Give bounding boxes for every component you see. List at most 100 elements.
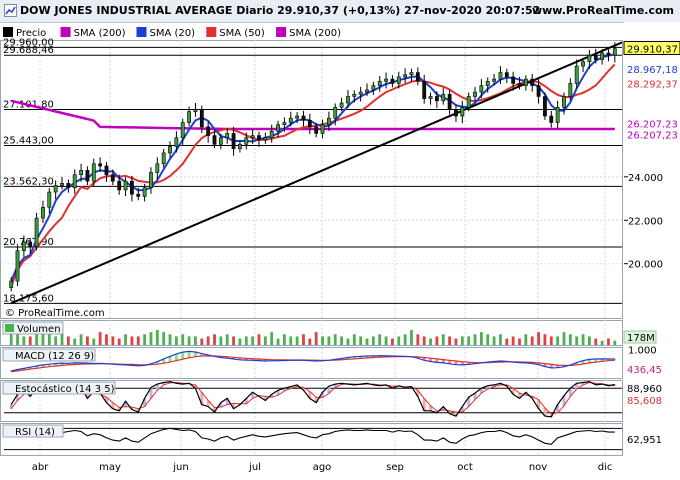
candle-body [543,96,547,117]
volume-bar [9,334,13,345]
candle-body [358,91,363,95]
volume-bar [422,336,426,345]
candle-body [606,52,611,56]
candle-body [530,78,535,86]
macd-tick-label: 1.000 [628,346,657,357]
candle-body [130,180,134,195]
value-axis-strip [624,22,680,480]
rsi-title: RSI (14) [15,427,55,438]
candle-body [263,137,268,141]
copyright-text: © ProRealTime.com [5,308,105,319]
horizontal-level-label: 29.688,46 [3,45,54,56]
legend-label: SMA (200) [289,28,341,39]
volume-bar [238,338,242,345]
horizontal-level-label: 23.562,30 [3,176,54,187]
legend-label: Precio [16,28,46,39]
volume-bar [187,336,191,345]
x-tick-label: abr [32,462,49,473]
candle-body [250,135,255,139]
volume-bar [219,336,223,345]
candle-body [333,107,338,119]
legend-swatch [60,27,71,37]
candle-body [53,185,58,193]
volume-bar [54,336,58,345]
candle-body [549,115,554,123]
horizontal-level-label: 29.960,00 [3,37,54,48]
candle-body [123,180,128,191]
volume-bar [105,334,108,345]
candle-body [187,111,191,123]
site-url[interactable]: www.ProRealTime.com [531,4,674,17]
volume-bar [295,336,299,345]
candle-body [149,172,153,188]
volume-bar [327,336,331,345]
candle-body [98,163,103,167]
volume-bar [92,338,96,345]
candle-body [110,174,115,182]
candle-body [460,107,465,117]
candle-body [409,72,414,76]
volume-bar [429,338,432,345]
volume-bar [594,338,598,345]
candle-body [346,96,350,104]
volume-bar [314,332,318,345]
candle-body [568,83,573,97]
candle-body [492,78,496,82]
volume-bar [499,334,502,345]
x-tick-label: oct [457,462,473,473]
volume-bar [473,334,477,345]
candle-body [422,80,427,99]
stoch-badge-label: 85,608 [627,396,662,407]
macd-badge [624,363,664,375]
volume-bar [16,332,19,345]
chart-area: 24.00022.00020.00029.960,0029.688,4627.1… [0,22,680,480]
candle-body [47,191,52,208]
candle-body [536,85,541,97]
candle-body [269,130,274,139]
candle-body [276,124,280,132]
candle-body [587,54,592,63]
candle-body [244,137,249,145]
legend-item: SMA (200) [60,27,126,39]
candle-body [257,135,261,141]
volume-bar [359,336,363,345]
x-tick-label: nov [529,462,547,473]
volume-bar [206,336,210,345]
volume-bar [244,336,248,345]
candle-body [523,78,528,86]
legend-item: SMA (20) [136,27,195,39]
candle-body [403,74,408,78]
legend-item: SMA (200) [276,27,341,39]
candle-body [466,96,471,108]
volume-bar [117,338,121,345]
volume-bar [79,334,83,345]
candle-body [504,72,509,78]
candle-body [390,78,395,84]
volume-bar [194,336,197,345]
volume-icon [5,324,14,332]
volume-bar [530,336,534,345]
volume-title-box [2,321,64,335]
candle-body [371,85,376,91]
volume-bar [416,334,420,345]
candle-body [612,48,617,56]
volume-bar [308,338,312,345]
candle-body [282,122,287,126]
volume-bar [479,332,483,345]
candle-body [104,165,109,175]
candle-body [117,180,122,191]
candle-body [295,115,300,119]
candle-body [517,83,522,86]
candle-body [15,250,20,282]
trendline [10,41,623,305]
candle-body [34,217,39,247]
volume-bar [66,336,70,345]
volume-bar [174,336,178,345]
volume-bar [460,336,464,345]
candle-body [415,72,420,82]
volume-bar [289,336,293,345]
volume-bar [575,336,579,345]
volume-bar [302,334,305,345]
candle-body [193,109,198,112]
candle-body [301,115,306,121]
